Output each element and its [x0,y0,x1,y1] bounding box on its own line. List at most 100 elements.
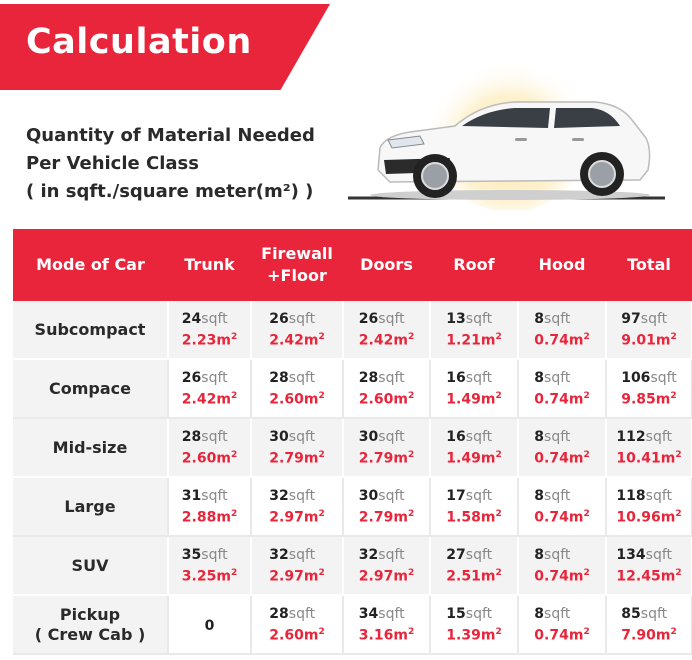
table-cell: 17sqft 1.58m2 [430,477,519,537]
sqm-number: 2.79 [269,450,304,467]
column-header-6: Total [606,229,692,301]
row-label-name: Subcompact [34,319,146,339]
cell-values: 97sqft 9.01m2 [621,310,676,350]
cell-values: 24sqft 2.23m2 [182,310,237,350]
sqft-value: 30sqft [269,428,324,446]
cell-values: 28sqft 2.60m2 [182,428,237,468]
subtitle: Quantity of Material Needed Per Vehicle … [26,122,315,206]
sqm-number: 0.74 [534,332,569,349]
row-label: Large [13,477,169,537]
sqm-value: 12.45m2 [616,564,681,586]
row-label-name: Large [64,496,116,516]
subtitle-line-2: Per Vehicle Class [26,153,199,174]
sqm-unit-exponent: 2 [495,626,502,637]
sqm-number: 0.74 [534,450,569,467]
table-cell: 26sqft 2.42m2 [168,359,252,419]
sqm-unit: m [480,509,496,526]
table-cell: 26sqft 2.42m2 [343,301,431,360]
cell-values: 32sqft 2.97m2 [359,546,414,586]
sqft-unit: sqft [544,605,571,622]
cell-values: 8sqft 0.74m2 [534,428,589,468]
cell-values: 13sqft 1.21m2 [446,310,501,350]
table-cell: 97sqft 9.01m2 [606,301,692,360]
row-label: Compace [13,359,169,419]
sqm-number: 3.25 [181,568,217,585]
sqft-value: 27sqft [446,546,501,564]
sqm-unit-exponent: 2 [583,508,590,519]
sqm-unit: m [216,391,231,408]
row-label: SUV [13,536,169,596]
cell-values: 16sqft 1.49m2 [446,369,501,409]
sqm-unit: m [655,627,671,644]
sqft-unit: sqft [378,310,405,327]
sqft-unit: sqft [640,310,668,327]
sqft-number: 112 [616,428,646,445]
sqft-value: 97sqft [621,310,676,328]
sqm-number: 0.74 [534,568,569,585]
sqft-value: 106sqft [621,369,677,387]
sqft-value: 17sqft [446,487,501,505]
sqm-unit-exponent: 2 [583,567,590,578]
sqft-value: 24sqft [182,310,237,328]
sqft-unit: sqft [544,369,571,386]
sqm-unit-exponent: 2 [230,508,238,519]
sqm-unit: m [568,568,584,585]
sqft-unit: sqft [201,428,228,445]
sqm-number: 2.79 [358,450,394,467]
sqm-unit-exponent: 2 [318,390,325,401]
cell-values: 8sqft 0.74m2 [534,369,589,409]
sqft-value: 26sqft [359,310,414,328]
sqm-unit: m [568,391,584,408]
column-header-0: Mode of Car [13,229,168,301]
cell-values: 30sqft 2.79m2 [359,487,414,527]
cell-values: 31sqft 2.88m2 [182,487,237,527]
sqft-unit: sqft [288,546,316,563]
cell-values: 134sqft 12.45m2 [616,546,681,586]
sqm-number: 1.39 [446,627,481,644]
table-row: SUV 35sqft 3.25m2 32sqft 2.97m2 32sqft 2.97m2 2… [13,536,692,596]
sqm-unit-exponent: 2 [230,449,238,460]
table-cell: 26sqft 2.42m2 [251,301,344,360]
sqm-unit: m [216,568,231,585]
sqft-number: 15 [446,605,466,622]
sqft-value: 28sqft [269,369,324,387]
row-label-sub: ( Crew Cab ) [34,624,146,644]
row-label-name: Compace [49,378,131,398]
table-row: Pickup( Crew Cab ) 0 28sqft 2.60m2 34sqft 3.1… [13,595,692,655]
material-table: Mode of Car Trunk Firewall +Floor Doors Roof… [13,229,692,655]
sqm-unit: m [480,391,496,408]
sqm-number: 1.49 [446,391,481,408]
sqm-number: 7.90 [621,627,656,644]
sqm-value: 0.74m2 [534,505,589,527]
table-cell: 35sqft 3.25m2 [168,536,252,596]
sqft-value: 28sqft [269,605,324,623]
sqft-unit: sqft [645,487,673,504]
sqm-value: 1.58m2 [446,505,501,527]
sqm-value: 2.42m2 [269,328,324,350]
sqft-number: 28 [358,369,379,386]
sqft-number: 8 [534,546,545,563]
sqft-number: 134 [616,546,646,563]
sqm-unit-exponent: 2 [407,449,415,460]
table-row: Large 31sqft 2.88m2 32sqft 2.97m2 30sqft 2.79m… [13,477,692,537]
sqft-unit: sqft [378,428,405,445]
sqft-value: 16sqft [446,428,501,446]
sqft-number: 32 [269,487,289,504]
sqm-unit: m [303,391,319,408]
sqm-unit-exponent: 2 [670,626,677,637]
cell-values: 112sqft 10.41m2 [616,428,681,468]
cell-values: 30sqft 2.79m2 [269,428,324,468]
sqm-value: 2.42m2 [359,328,414,350]
sqft-number: 27 [446,546,466,563]
sqm-value: 0.74m2 [534,446,589,468]
table-cell: 30sqft 2.79m2 [343,418,431,478]
sqft-value: 85sqft [621,605,676,623]
table-cell: 0 [168,595,252,655]
table-cell: 8sqft 0.74m2 [518,301,607,360]
sqm-unit: m [393,568,408,585]
sqm-value: 2.51m2 [446,564,501,586]
sqm-unit-exponent: 2 [675,567,682,578]
cell-values: 0 [205,617,215,635]
sqm-unit-exponent: 2 [583,626,590,637]
sqft-unit: sqft [465,605,493,622]
